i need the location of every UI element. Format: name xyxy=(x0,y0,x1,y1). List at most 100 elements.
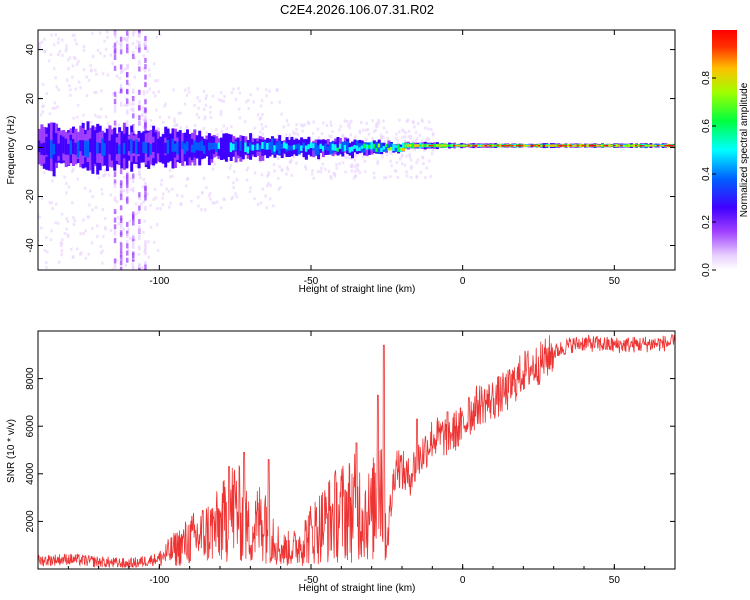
speckle-cell xyxy=(183,164,186,168)
band-cell xyxy=(229,142,233,153)
speckle-cell xyxy=(356,162,359,166)
speckle-cell xyxy=(103,54,106,58)
band-cell xyxy=(365,144,369,150)
speckle-cell xyxy=(118,76,122,80)
band-cell xyxy=(326,146,330,151)
band-cell xyxy=(394,146,398,152)
band-cell xyxy=(402,142,405,148)
band-cell xyxy=(520,144,524,147)
streak-cell xyxy=(119,205,123,211)
speckle-cell xyxy=(114,95,118,99)
speckle-cell xyxy=(389,159,392,163)
speckle-cell xyxy=(396,139,399,143)
band-cell xyxy=(460,145,464,147)
speckle-cell xyxy=(142,230,145,234)
band-cell xyxy=(358,147,362,151)
speckle-cell xyxy=(215,128,218,131)
speckle-cell xyxy=(430,127,433,131)
streak-cell xyxy=(126,177,129,183)
speckle-cell xyxy=(253,197,256,201)
speckle-cell xyxy=(358,131,362,135)
speckle-cell xyxy=(125,96,128,100)
band-cell xyxy=(358,143,362,150)
speckle-cell xyxy=(187,90,191,94)
speckle-cell xyxy=(156,249,160,253)
speckle-cell xyxy=(202,176,206,180)
streak-cell xyxy=(126,43,129,49)
speckle-cell xyxy=(115,258,118,262)
speckle-cell xyxy=(267,171,270,175)
speckle-cell xyxy=(360,120,363,124)
speckle-cell xyxy=(71,201,74,205)
speckle-cell xyxy=(73,38,77,42)
streak-cell xyxy=(144,64,147,70)
speckle-cell xyxy=(153,188,157,191)
band-cell xyxy=(668,144,672,147)
speckle-cell xyxy=(290,173,293,177)
band-cell xyxy=(234,141,238,151)
speckle-cell xyxy=(283,155,287,159)
speckle-cell xyxy=(166,126,169,130)
speckle-cell xyxy=(259,160,262,164)
speckle-cell xyxy=(234,97,238,101)
band-cell xyxy=(127,139,131,152)
band-cell xyxy=(438,144,442,147)
speckle-cell xyxy=(252,100,255,104)
band-cell xyxy=(550,144,553,147)
speckle-cell xyxy=(311,169,314,173)
speckle-cell xyxy=(389,175,392,179)
speckle-cell xyxy=(142,178,146,182)
speckle-cell xyxy=(408,155,411,159)
speckle-cell xyxy=(103,39,106,43)
speckle-cell xyxy=(409,135,413,138)
speckle-cell xyxy=(101,261,104,265)
snr-ticks: -100 -50 0 50 2000 4000 6000 8000 xyxy=(25,331,676,586)
band-cell xyxy=(360,145,364,149)
speckle-cell xyxy=(157,90,161,94)
band-cell xyxy=(516,145,520,147)
streak-cell xyxy=(144,261,147,267)
speckle-cell xyxy=(175,123,178,127)
band-cell xyxy=(419,144,422,147)
streak-cell xyxy=(132,243,135,249)
speckle-cell xyxy=(200,208,203,212)
streak-cell xyxy=(126,37,129,43)
speckle-cell xyxy=(404,131,407,135)
speckle-cell xyxy=(186,177,190,181)
speckle-cell xyxy=(268,89,271,93)
streak-cell xyxy=(126,64,129,70)
speckle-cell xyxy=(66,220,69,223)
speckle-cell xyxy=(343,119,347,123)
speckle-cell xyxy=(152,198,155,201)
band-cell xyxy=(632,145,636,147)
x-tick-label: -50 xyxy=(304,276,319,287)
band-cell xyxy=(406,144,410,147)
speckle-cell xyxy=(57,260,61,264)
speckle-cell xyxy=(344,155,347,159)
band-cell xyxy=(370,144,374,150)
speckle-cell xyxy=(96,48,100,52)
speckle-cell xyxy=(80,120,83,124)
speckle-cell xyxy=(87,252,90,256)
band-cell xyxy=(387,144,391,150)
speckle-cell xyxy=(124,37,128,41)
speckle-cell xyxy=(373,129,376,133)
speckle-cell xyxy=(40,40,44,44)
band-cell xyxy=(210,142,214,150)
band-cell xyxy=(205,143,209,155)
speckle-cell xyxy=(285,172,288,176)
streak-cell xyxy=(119,220,123,226)
speckle-cell xyxy=(115,74,119,78)
speckle-cell xyxy=(288,133,292,137)
speckle-cell xyxy=(197,106,200,110)
speckle-cell xyxy=(410,166,413,170)
speckle-cell xyxy=(383,176,386,180)
speckle-cell xyxy=(41,105,44,109)
band-cell xyxy=(188,142,192,153)
streak-cell xyxy=(119,169,123,175)
speckle-cell xyxy=(290,158,293,162)
speckle-cell xyxy=(68,56,72,60)
speckle-cell xyxy=(243,154,247,158)
speckle-cell xyxy=(416,137,419,141)
